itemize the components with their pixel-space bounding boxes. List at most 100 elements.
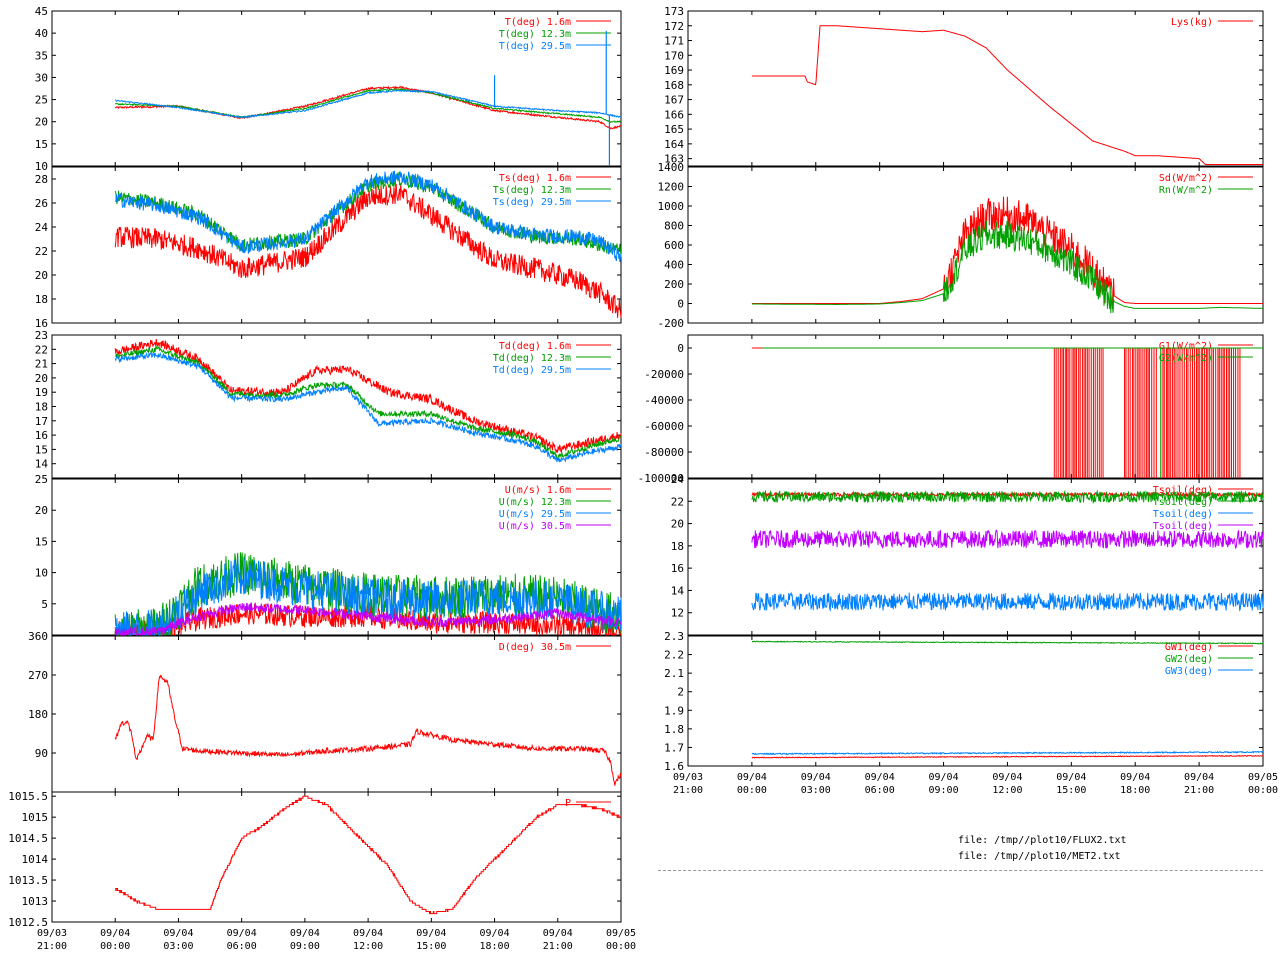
x-tick-label-time: 18:00 bbox=[480, 941, 510, 952]
x-tick-label-time: 09:00 bbox=[290, 941, 320, 952]
legend-label: Tsoil(deg) bbox=[1153, 509, 1213, 520]
y-tick-label: 22 bbox=[35, 343, 48, 356]
y-tick-label: 0 bbox=[677, 342, 684, 355]
series-wind_direction-0: D(deg) 30.5m bbox=[114, 642, 622, 786]
x-tick-label-date: 09/03 bbox=[673, 772, 703, 783]
y-tick-label: 5 bbox=[41, 598, 48, 611]
series-wind_speed-2: U(m/s) 29.5m bbox=[115, 509, 622, 636]
legend-label: G2(W/m^2) bbox=[1159, 353, 1213, 364]
y-tick-label: 800 bbox=[664, 220, 684, 233]
y-tick-label: 171 bbox=[664, 35, 684, 48]
series-soil_temperature-3: Tsoil(deg) bbox=[751, 521, 1264, 550]
series-radiation-0: Sd(W/m^2) bbox=[751, 173, 1263, 309]
series-soil_temperature-1: Tsoil(deg) bbox=[751, 489, 1264, 508]
y-tick-label: 24 bbox=[35, 221, 49, 234]
legend-label: T(deg) 1.6m bbox=[505, 17, 571, 28]
x-tick-label-date: 09/04 bbox=[480, 928, 510, 939]
series-radiation-1: Rn(W/m^2) bbox=[751, 185, 1263, 314]
y-tick-label: 1014.5 bbox=[8, 832, 48, 845]
legend-label: U(m/s) 29.5m bbox=[499, 509, 571, 520]
x-tick-label-date: 09/05 bbox=[1248, 772, 1278, 783]
x-tick-label-time: 03:00 bbox=[801, 785, 831, 796]
y-tick-label: 166 bbox=[664, 108, 684, 121]
x-tick-label-date: 09/04 bbox=[290, 928, 320, 939]
series-line bbox=[114, 183, 622, 318]
y-tick-label: -80000 bbox=[644, 446, 684, 459]
y-tick-label: 600 bbox=[664, 239, 684, 252]
y-tick-label: 168 bbox=[664, 79, 684, 92]
series-line bbox=[751, 640, 1264, 645]
series-soil_temperature-2: Tsoil(deg) bbox=[751, 509, 1264, 612]
y-tick-label: 10 bbox=[35, 160, 48, 173]
legend-label: Ts(deg) 29.5m bbox=[493, 197, 571, 208]
y-tick-label: 22 bbox=[35, 245, 48, 258]
legend-label: Tsoil(deg) bbox=[1153, 497, 1213, 508]
series-line bbox=[115, 557, 622, 636]
y-tick-label: 170 bbox=[664, 49, 684, 62]
x-tick-label-time: 06:00 bbox=[227, 941, 257, 952]
y-tick-label: 180 bbox=[28, 708, 48, 721]
x-tick-label-time: 21:00 bbox=[37, 941, 67, 952]
y-tick-label: 20 bbox=[35, 116, 48, 129]
series-line bbox=[114, 602, 622, 637]
file-path-met: file: /tmp//plot10/MET2.txt bbox=[958, 851, 1121, 862]
x-tick-label-time: 09:00 bbox=[929, 785, 959, 796]
y-tick-label: 14 bbox=[671, 584, 685, 597]
y-tick-label: 1.8 bbox=[664, 723, 684, 736]
legend-label: U(m/s) 30.5m bbox=[499, 521, 571, 532]
series-groundwater-0: GW1(deg) bbox=[751, 642, 1264, 759]
y-tick-label: 2.1 bbox=[664, 667, 684, 680]
x-tick-label-time: 06:00 bbox=[865, 785, 895, 796]
y-tick-label: 45 bbox=[35, 5, 48, 18]
legend-label: Td(deg) 1.6m bbox=[499, 341, 571, 352]
series-groundwater-2: GW3(deg) bbox=[751, 666, 1264, 756]
legend-label: Td(deg) 29.5m bbox=[493, 365, 571, 376]
series-line bbox=[751, 529, 1264, 550]
y-tick-label: 2 bbox=[677, 686, 684, 699]
x-tick-label-time: 00:00 bbox=[737, 785, 767, 796]
series-surface_temperature-0: Ts(deg) 1.6m bbox=[114, 173, 622, 318]
plot-frame bbox=[51, 635, 622, 793]
legend-label: U(m/s) 12.3m bbox=[499, 497, 571, 508]
legend-label: Sd(W/m^2) bbox=[1159, 173, 1213, 184]
y-tick-label: 90 bbox=[35, 747, 48, 760]
y-tick-label: 1400 bbox=[658, 161, 685, 174]
series-line bbox=[115, 345, 622, 460]
y-tick-label: 40 bbox=[35, 27, 48, 40]
y-tick-label: 169 bbox=[664, 64, 684, 77]
file-path-flux: file: /tmp//plot10/FLUX2.txt bbox=[958, 835, 1127, 846]
series-line bbox=[114, 170, 622, 262]
y-tick-label: 23 bbox=[35, 329, 48, 342]
x-tick-label-time: 00:00 bbox=[1248, 785, 1278, 796]
series-surface_temperature-2: Ts(deg) 29.5m bbox=[114, 170, 622, 262]
x-tick-label-date: 09/04 bbox=[1120, 772, 1150, 783]
x-tick-label-time: 15:00 bbox=[1056, 785, 1086, 796]
panel-wind_speed: 5 10 15 20 25 U(m/s) 1.6mU(m/s) 12.3mU(m/s) 2… bbox=[35, 473, 622, 637]
series-dew_point-0: Td(deg) 1.6m bbox=[114, 338, 622, 454]
separator-line bbox=[658, 870, 1263, 871]
series-line bbox=[751, 591, 1264, 612]
y-tick-label: 35 bbox=[35, 49, 48, 62]
x-tick-label-date: 09/03 bbox=[37, 928, 67, 939]
panel-groundwater: 1.6 1.7 1.8 1.9 2 2.1 2.2 2.3 GW1(deg)GW2(deg)GW… bbox=[664, 630, 1264, 773]
y-tick-label: 18 bbox=[35, 293, 48, 306]
series-line bbox=[114, 351, 622, 463]
y-tick-label: 167 bbox=[664, 94, 684, 107]
panel-pressure: 1012.5 1013 1013.5 1014 1014.5 1015 1015.5 P bbox=[8, 790, 622, 929]
legend-label: Td(deg) 12.3m bbox=[493, 353, 571, 364]
y-tick-label: 28 bbox=[35, 173, 48, 186]
plot-frame bbox=[51, 166, 622, 324]
legend-label: T(deg) 29.5m bbox=[499, 41, 571, 52]
x-tick-label-time: 21:00 bbox=[543, 941, 573, 952]
y-tick-label: 360 bbox=[28, 630, 48, 643]
y-tick-label: 16 bbox=[35, 317, 48, 330]
x-tick-label-time: 21:00 bbox=[1184, 785, 1214, 796]
y-tick-label: 1013.5 bbox=[8, 874, 48, 887]
x-tick-label-date: 09/04 bbox=[992, 772, 1022, 783]
y-tick-label: 20 bbox=[35, 269, 48, 282]
panel-radiation: -200 0 200 400 600 800 1000 1200 1400 Sd(W/m^2)Rn… bbox=[658, 161, 1264, 330]
x-tick-label-time: 00:00 bbox=[606, 941, 636, 952]
x-tick-label-time: 12:00 bbox=[992, 785, 1022, 796]
y-tick-label: 12 bbox=[671, 607, 684, 620]
